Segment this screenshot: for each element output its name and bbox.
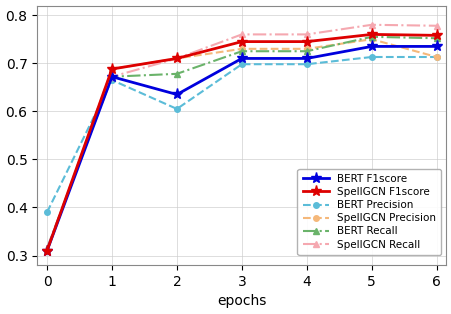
SpellGCN F1score [44,249,50,253]
BERT Precision [44,210,50,214]
BERT F1score [368,45,373,48]
Line: BERT Precision: BERT Precision [44,54,438,215]
SpellGCN F1score [239,40,244,44]
SpellGCN F1score [304,40,309,44]
SpellGCN Recall [239,33,244,36]
Line: BERT Recall: BERT Recall [43,33,439,252]
SpellGCN F1score [433,34,438,37]
BERT Precision [174,107,179,111]
SpellGCN Precision [433,55,438,59]
SpellGCN Precision [368,37,373,41]
SpellGCN Precision [304,47,309,51]
BERT Recall [109,75,115,78]
BERT Precision [109,78,115,82]
BERT Recall [174,72,179,76]
SpellGCN Recall [44,246,50,250]
X-axis label: epochs: epochs [216,295,266,308]
SpellGCN Recall [433,24,438,28]
SpellGCN F1score [109,67,115,71]
BERT Recall [433,36,438,40]
BERT Precision [433,55,438,59]
SpellGCN F1score [368,33,373,36]
SpellGCN Recall [368,23,373,27]
SpellGCN F1score [174,57,179,60]
Legend: BERT F1score, SpellGCN F1score, BERT Precision, SpellGCN Precision, BERT Recall,: BERT F1score, SpellGCN F1score, BERT Pre… [297,169,440,255]
BERT Precision [368,55,373,59]
Line: SpellGCN F1score: SpellGCN F1score [41,29,441,256]
BERT F1score [304,57,309,60]
SpellGCN Recall [304,33,309,36]
SpellGCN Precision [239,47,244,51]
BERT Recall [368,35,373,39]
BERT Recall [239,49,244,53]
Line: SpellGCN Precision: SpellGCN Precision [44,36,438,253]
SpellGCN Precision [174,57,179,60]
BERT Recall [44,246,50,250]
BERT F1score [433,45,438,48]
SpellGCN Recall [174,57,179,60]
BERT Recall [304,49,309,53]
BERT F1score [44,249,50,253]
SpellGCN Precision [44,249,50,253]
BERT F1score [109,75,115,78]
Line: BERT F1score: BERT F1score [41,41,441,256]
SpellGCN Recall [109,75,115,78]
BERT F1score [239,57,244,60]
BERT F1score [174,93,179,96]
BERT Precision [304,62,309,66]
SpellGCN Precision [109,67,115,71]
Line: SpellGCN Recall: SpellGCN Recall [43,21,439,252]
BERT Precision [239,62,244,66]
